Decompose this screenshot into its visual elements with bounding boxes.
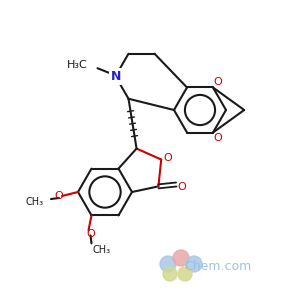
Text: CH₃: CH₃ <box>26 197 44 207</box>
Text: O: O <box>164 152 172 163</box>
Circle shape <box>160 256 176 272</box>
Circle shape <box>186 256 202 272</box>
Text: O: O <box>86 230 95 239</box>
Text: N: N <box>111 70 122 83</box>
Text: O: O <box>55 191 63 201</box>
Circle shape <box>163 267 177 281</box>
Text: Chem.com: Chem.com <box>184 260 252 272</box>
Circle shape <box>173 250 189 266</box>
Text: CH₃: CH₃ <box>92 245 111 255</box>
Circle shape <box>178 267 192 281</box>
Text: O: O <box>214 77 222 88</box>
Text: H₃C: H₃C <box>67 60 88 70</box>
Text: O: O <box>214 133 222 142</box>
Text: O: O <box>177 182 186 191</box>
